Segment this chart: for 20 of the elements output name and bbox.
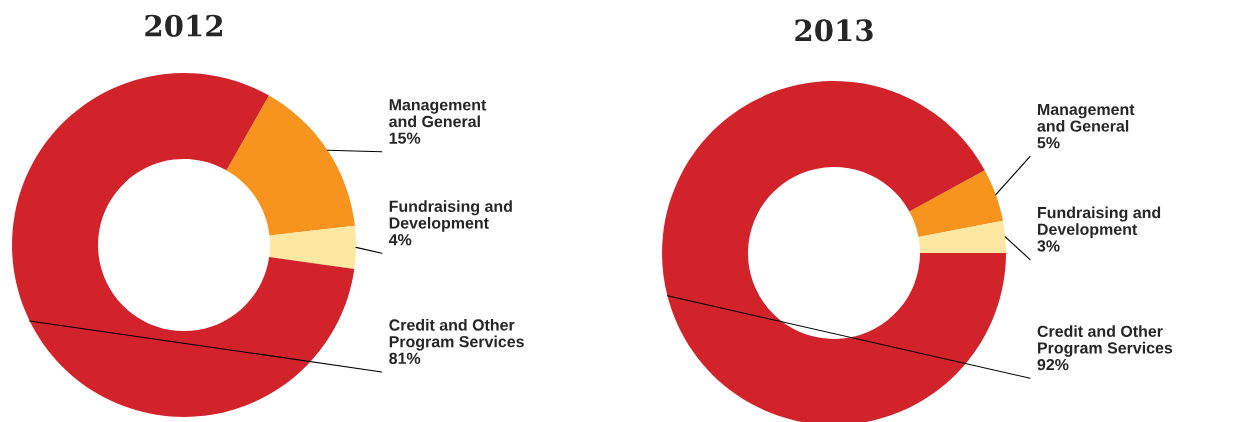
slice-label: Fundraising and Development [1038,206,1161,239]
chart-title: 2012 [145,14,222,37]
donut-slice [269,225,356,269]
slice-label: Credit and Other Program Services [389,318,524,351]
data-label: 4% [388,234,412,246]
slice-label: Credit and Other Program Services [1037,325,1173,357]
slice-label: Management and General [1037,103,1135,132]
donut-slice [12,73,355,417]
data-label: 5% [1037,137,1060,149]
donut-slice [918,220,1006,253]
data-label: 3% [1037,240,1060,252]
chart-title: 2013 [795,19,873,42]
donut-slice [226,95,355,236]
donut-slice [909,170,1003,237]
data-label: 92% [1037,358,1069,371]
donut-slice [662,81,1006,422]
data-label: 15% [389,132,421,144]
data-label: 81% [389,352,421,364]
slice-label: Management and General [389,99,487,128]
slice-label: Fundraising and Development [389,200,512,232]
